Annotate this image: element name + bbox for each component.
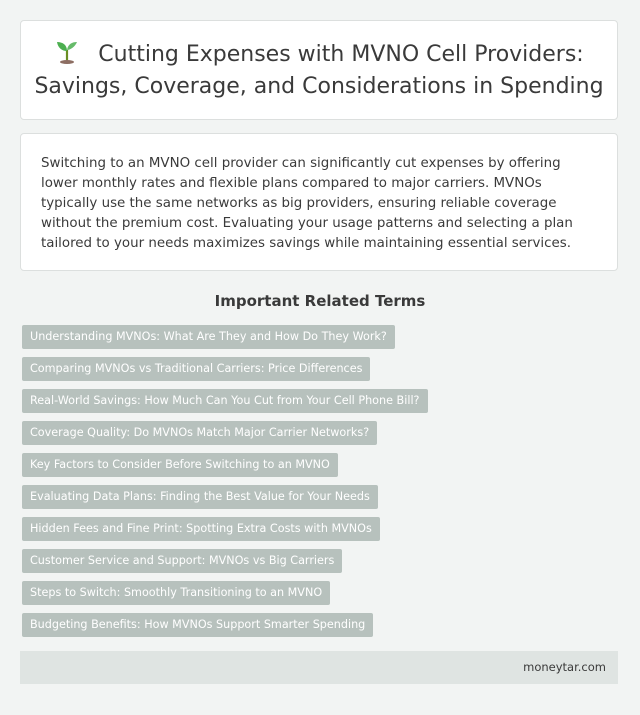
list-item: Customer Service and Support: MVNOs vs B… [22,549,618,581]
term-tag[interactable]: Hidden Fees and Fine Print: Spotting Ext… [22,517,380,541]
summary-card: Switching to an MVNO cell provider can s… [20,133,618,271]
seedling-icon [57,41,78,64]
related-terms-heading: Important Related Terms [214,292,426,310]
list-item: Key Factors to Consider Before Switching… [22,453,618,485]
list-item: Comparing MVNOs vs Traditional Carriers:… [22,357,618,389]
term-tag[interactable]: Steps to Switch: Smoothly Transitioning … [22,581,331,605]
list-item: Evaluating Data Plans: Finding the Best … [22,485,618,517]
term-tag[interactable]: Coverage Quality: Do MVNOs Match Major C… [22,421,378,445]
footer-site[interactable]: moneytar.com [523,660,606,674]
term-tag[interactable]: Understanding MVNOs: What Are They and H… [22,325,395,349]
page-title: Cutting Expenses with MVNO Cell Provider… [21,38,617,103]
list-item: Budgeting Benefits: How MVNOs Support Sm… [22,613,618,645]
footer: moneytar.com [20,651,618,684]
list-item: Steps to Switch: Smoothly Transitioning … [22,581,618,613]
term-tag[interactable]: Real-World Savings: How Much Can You Cut… [22,389,428,413]
list-item: Real-World Savings: How Much Can You Cut… [22,389,618,421]
term-tag[interactable]: Comparing MVNOs vs Traditional Carriers:… [22,357,371,381]
term-tag[interactable]: Key Factors to Consider Before Switching… [22,453,338,477]
title-card: Cutting Expenses with MVNO Cell Provider… [20,20,618,120]
list-item: Coverage Quality: Do MVNOs Match Major C… [22,421,618,453]
page-title-text: Cutting Expenses with MVNO Cell Provider… [34,41,604,99]
term-tag[interactable]: Budgeting Benefits: How MVNOs Support Sm… [22,613,374,637]
list-item: Hidden Fees and Fine Print: Spotting Ext… [22,517,618,549]
list-item: Understanding MVNOs: What Are They and H… [22,325,618,357]
term-tag[interactable]: Customer Service and Support: MVNOs vs B… [22,549,343,573]
related-terms-list: Understanding MVNOs: What Are They and H… [22,325,618,645]
term-tag[interactable]: Evaluating Data Plans: Finding the Best … [22,485,378,509]
summary-text: Switching to an MVNO cell provider can s… [41,156,573,251]
